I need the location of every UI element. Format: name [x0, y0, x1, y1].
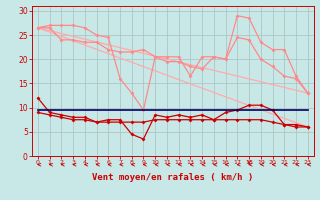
- X-axis label: Vent moyen/en rafales ( km/h ): Vent moyen/en rafales ( km/h ): [92, 174, 253, 183]
